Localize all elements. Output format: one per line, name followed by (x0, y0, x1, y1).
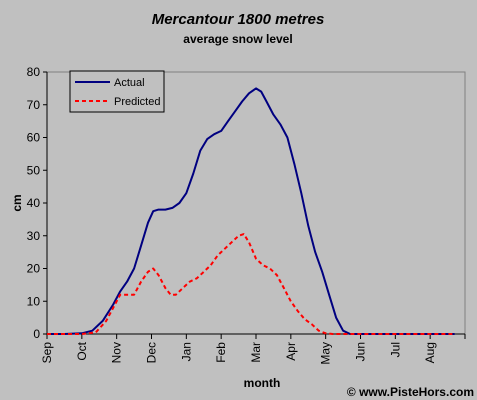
x-tick-label: Apr (284, 342, 298, 361)
series-line-actual (47, 87, 455, 335)
legend: Actual Predicted (69, 70, 165, 113)
y-tick-label: 80 (27, 65, 41, 79)
legend-label-actual: Actual (114, 77, 145, 89)
x-tick-label: Mar (249, 342, 263, 363)
copyright-credit: © www.PisteHors.com (347, 385, 474, 399)
y-axis-label: cm (10, 194, 24, 211)
legend-label-predicted: Predicted (114, 96, 160, 108)
x-tick-label: Jan (179, 342, 193, 361)
y-tick-label: 60 (27, 131, 41, 145)
y-tick-label: 30 (27, 229, 41, 243)
chart-title: Mercantour 1800 metres (152, 11, 325, 28)
chart-subtitle: average snow level (183, 32, 292, 46)
plot-area (46, 71, 466, 335)
y-tick-label: 70 (27, 98, 41, 112)
x-tick-label: Dec (145, 342, 159, 363)
x-tick-label: Oct (75, 341, 89, 360)
x-axis: Sep Oct Nov Dec Jan Feb Mar Apr May Jun Jul Aug (40, 333, 466, 365)
series-lines (47, 87, 455, 335)
x-tick-label: Jul (388, 342, 402, 357)
y-tick-label: 50 (27, 163, 41, 177)
y-tick-label: 20 (27, 262, 41, 276)
x-tick-label: May (319, 342, 333, 365)
legend-box (69, 70, 165, 113)
y-tick-label: 0 (33, 327, 40, 341)
x-tick-label: Feb (214, 342, 228, 363)
x-axis-label: month (244, 376, 281, 390)
y-axis: 0 10 20 30 40 50 60 70 80 (27, 65, 48, 341)
x-tick-label: Nov (110, 342, 124, 363)
x-tick-label: Jun (354, 342, 368, 361)
x-tick-label: Aug (423, 342, 437, 363)
y-tick-label: 40 (27, 196, 41, 210)
x-tick-label: Sep (40, 342, 54, 364)
y-tick-label: 10 (27, 294, 41, 308)
